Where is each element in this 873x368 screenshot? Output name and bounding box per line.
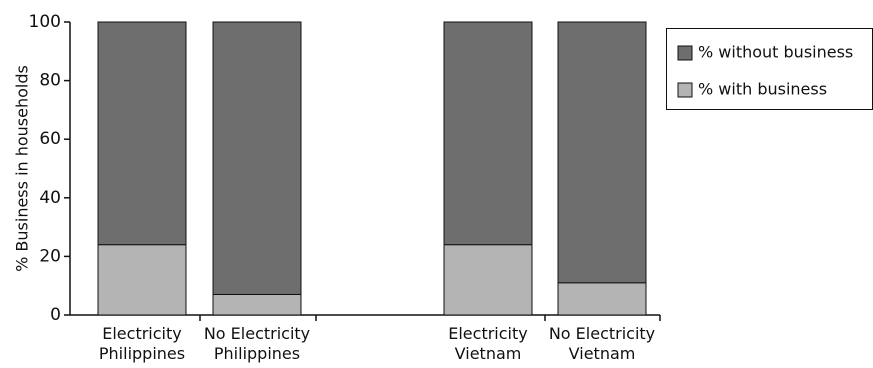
x-tick-label: Electricity Vietnam <box>448 324 527 363</box>
bar-segment <box>443 21 533 246</box>
legend-swatch <box>677 82 693 98</box>
bars-layer <box>97 21 647 316</box>
legend: % without business % with business <box>666 28 873 110</box>
legend-label: % without business <box>698 43 853 62</box>
bar-segment <box>557 282 647 316</box>
x-tick-label: No Electricity Philippines <box>204 324 310 363</box>
y-tick-label: 0 <box>50 305 61 325</box>
y-axis-title-group: % Business in households <box>13 65 32 272</box>
legend-box <box>666 28 873 110</box>
bar-segment <box>557 21 647 284</box>
y-tick-label: 40 <box>39 188 61 208</box>
legend-swatch <box>677 45 693 61</box>
y-axis-title: % Business in households <box>13 65 32 272</box>
y-tick-label: 60 <box>39 129 61 149</box>
y-tick-label: 80 <box>39 71 61 91</box>
x-tick-label: Electricity Philippines <box>99 324 185 363</box>
bar-segment <box>443 244 533 316</box>
x-axis: Electricity Philippines No Electricity Phil… <box>70 314 661 363</box>
legend-label: % with business <box>698 80 827 99</box>
bar-segment <box>212 21 302 295</box>
y-tick-label: 100 <box>29 12 61 32</box>
y-axis: 0 20 40 60 80 100 <box>29 12 71 325</box>
bar-segment <box>97 244 187 316</box>
x-tick-label: No Electricity Vietnam <box>549 324 655 363</box>
bar-segment <box>97 21 187 246</box>
bar-segment <box>212 293 302 316</box>
y-tick-label: 20 <box>39 246 61 266</box>
